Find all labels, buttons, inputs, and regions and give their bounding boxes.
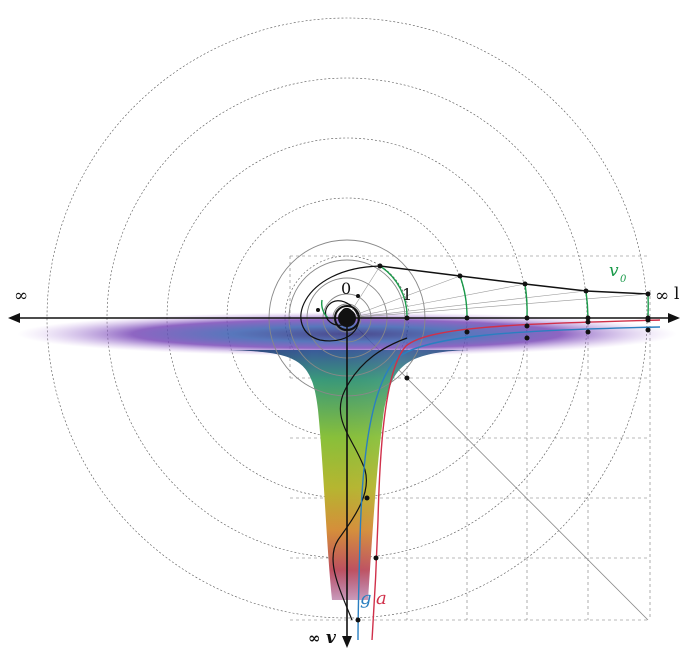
axis-arrows [8, 313, 680, 648]
dot [373, 555, 379, 561]
dot [645, 291, 651, 297]
green-arc [321, 299, 329, 319]
down-arrow [342, 636, 352, 648]
dot [404, 375, 410, 381]
g-label: g [360, 588, 372, 609]
dot [457, 273, 463, 279]
dot [645, 327, 651, 333]
curve-a [371, 319, 661, 641]
dot [355, 617, 361, 623]
green-arc [585, 290, 589, 319]
dot [585, 319, 591, 325]
dot [585, 329, 591, 335]
infinity-bottom-label: ∞ [308, 629, 321, 647]
dot [524, 335, 530, 341]
v0-subscript: 0 [620, 274, 627, 285]
dot [585, 315, 591, 321]
fan-line [346, 265, 381, 319]
dot [524, 315, 530, 321]
dot [316, 308, 320, 312]
dot [377, 263, 383, 269]
dot [464, 329, 470, 335]
left-arrow [8, 313, 20, 323]
origin-ring [334, 305, 360, 331]
green-arc [379, 265, 408, 319]
unit-label: 1 [402, 285, 412, 304]
fan-line [346, 293, 649, 319]
v-bottom-label: v [326, 628, 337, 648]
v0-label: v [609, 261, 619, 281]
dot [522, 281, 528, 287]
dots [316, 263, 651, 623]
origin-marker [338, 309, 356, 327]
curve-g [357, 326, 661, 641]
dot [404, 315, 410, 321]
origin-label: 0 [341, 279, 351, 298]
dot [464, 315, 470, 321]
green-arc [459, 275, 468, 319]
geodesic-curve [332, 337, 408, 621]
right-edge-label: l [674, 284, 679, 304]
right-arrow [668, 313, 680, 323]
infinity-right-label: ∞ [655, 286, 669, 306]
fan-line [346, 283, 526, 319]
dot [645, 317, 651, 323]
dot [364, 495, 370, 501]
infinity-left-label: ∞ [14, 286, 28, 306]
a-label: a [376, 588, 387, 609]
dot [583, 288, 589, 294]
funnel-shading [228, 350, 470, 600]
dot [356, 294, 360, 298]
dot [524, 323, 530, 329]
